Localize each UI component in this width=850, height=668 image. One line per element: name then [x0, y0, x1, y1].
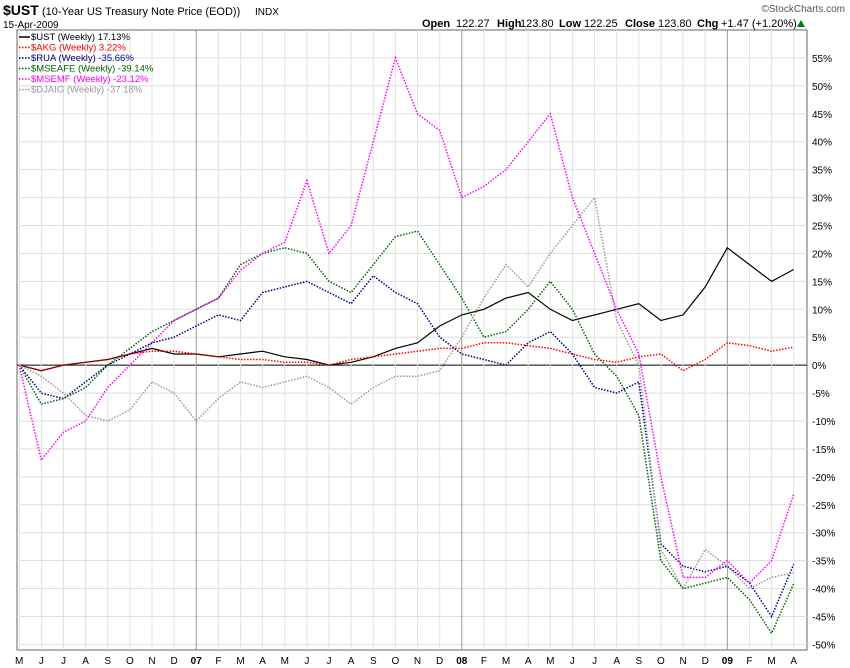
x-tick-label: A — [82, 656, 89, 667]
x-tick-label: J — [304, 656, 309, 667]
x-tick-label: N — [148, 656, 155, 667]
legend-entry: $UST (Weekly) 17.13% — [31, 32, 130, 43]
grid — [17, 30, 807, 650]
plot-area — [16, 29, 808, 651]
x-tick-label: M — [236, 656, 244, 667]
x-tick-label: D — [702, 656, 709, 667]
high-value: 123.80 — [520, 18, 554, 30]
legend-entry: $DJAIG (Weekly) -37.18% — [31, 85, 143, 96]
x-tick-label: M — [767, 656, 775, 667]
legend-entry: $AKG (Weekly) 3.22% — [31, 43, 126, 54]
x-tick-label: O — [392, 656, 400, 667]
chg-value: +1.47 (+1.20%) — [721, 18, 797, 30]
x-tick-label: M — [502, 656, 510, 667]
series-layer — [18, 55, 795, 635]
x-tick-label: M — [546, 656, 554, 667]
x-tick-label: M — [15, 656, 23, 667]
x-tick-label: S — [635, 656, 642, 667]
x-tick-label: A — [259, 656, 266, 667]
legend-entry: $RUA (Weekly) -35.66% — [31, 53, 134, 64]
watermark: ©StockCharts.com — [761, 4, 845, 15]
series-line-4 — [18, 55, 795, 585]
low-value: 122.25 — [584, 18, 618, 30]
series-line-2 — [18, 274, 795, 619]
series-line-0 — [19, 246, 794, 372]
x-tick-label: 07 — [191, 656, 203, 667]
x-tick-label: M — [281, 656, 289, 667]
x-tick-label: J — [327, 656, 332, 667]
legend: $UST (Weekly) 17.13%$AKG (Weekly) 3.22%$… — [19, 32, 154, 96]
x-tick-label: D — [170, 656, 177, 667]
x-tick-label: N — [679, 656, 686, 667]
x-tick-label: F — [746, 656, 752, 667]
series-line-3 — [18, 230, 795, 635]
up-arrow-icon — [797, 20, 805, 27]
y-tick-label: 25% — [812, 221, 832, 232]
y-tick-label: -50% — [812, 640, 835, 651]
y-tick-label: -40% — [812, 585, 835, 596]
y-tick-label: -25% — [812, 501, 835, 512]
y-tick-label: 40% — [812, 138, 832, 149]
x-tick-label: F — [215, 656, 221, 667]
x-tick-label: S — [370, 656, 377, 667]
x-tick-label: J — [39, 656, 44, 667]
y-tick-label: 55% — [812, 54, 832, 65]
chart-date: 15-Apr-2009 — [3, 20, 59, 31]
x-tick-label: O — [126, 656, 134, 667]
y-tick-label: 0% — [812, 361, 827, 372]
x-tick-label: 08 — [456, 656, 468, 667]
x-tick-label: D — [436, 656, 443, 667]
y-tick-label: -20% — [812, 473, 835, 484]
y-tick-label: -35% — [812, 557, 835, 568]
chart-description: (10-Year US Treasury Note Price (EOD)) — [42, 6, 240, 18]
x-tick-label: A — [613, 656, 620, 667]
open-value: 122.27 — [456, 18, 490, 30]
high-label: High — [497, 18, 522, 30]
series-line-5 — [18, 195, 794, 591]
low-label: Low — [559, 18, 581, 30]
y-tick-label: 10% — [812, 305, 832, 316]
x-tick-label: O — [657, 656, 665, 667]
open-label: Open — [422, 18, 450, 30]
y-axis: 55% 50% 45% 40% 35% 30% 25% 20% 15% 10% 5% 0% -5% -10… — [812, 54, 835, 651]
y-tick-label: 35% — [812, 166, 832, 177]
x-tick-label: S — [104, 656, 111, 667]
y-tick-label: -5% — [812, 389, 830, 400]
y-tick-label: -10% — [812, 417, 835, 428]
y-tick-label: 45% — [812, 110, 832, 121]
y-tick-label: 30% — [812, 194, 832, 205]
x-tick-label: N — [414, 656, 421, 667]
legend-entry: $MSEMF (Weekly) -23.12% — [31, 74, 149, 85]
y-tick-label: 15% — [812, 277, 832, 288]
y-tick-label: -45% — [812, 612, 835, 623]
x-tick-label: J — [570, 656, 575, 667]
y-tick-label: 5% — [812, 333, 827, 344]
series-line-1 — [19, 342, 794, 372]
x-tick-label: A — [348, 656, 355, 667]
close-value: 123.80 — [658, 18, 692, 30]
x-tick-label: J — [61, 656, 66, 667]
x-tick-label: A — [790, 656, 797, 667]
close-label: Close — [625, 18, 655, 30]
x-axis: M J J A S O N D 07 F M A M J J A S O N D 08 F M A M J J A S O N D 09 F M A — [15, 656, 797, 667]
chart-exchange: INDX — [255, 7, 279, 18]
y-tick-label: -15% — [812, 445, 835, 456]
x-tick-label: F — [481, 656, 487, 667]
x-tick-label: A — [525, 656, 532, 667]
y-tick-label: 20% — [812, 249, 832, 260]
legend-entry: $MSEAFE (Weekly) -39.14% — [31, 64, 154, 75]
quote-strip: Open 122.27 High 123.80 Low 122.25 Close… — [422, 18, 797, 30]
x-tick-label: J — [592, 656, 597, 667]
y-tick-label: 50% — [812, 82, 832, 93]
y-tick-label: -30% — [812, 529, 835, 540]
chart-symbol: $UST — [3, 2, 39, 18]
chg-label: Chg — [697, 18, 718, 30]
x-tick-label: 09 — [722, 656, 734, 667]
